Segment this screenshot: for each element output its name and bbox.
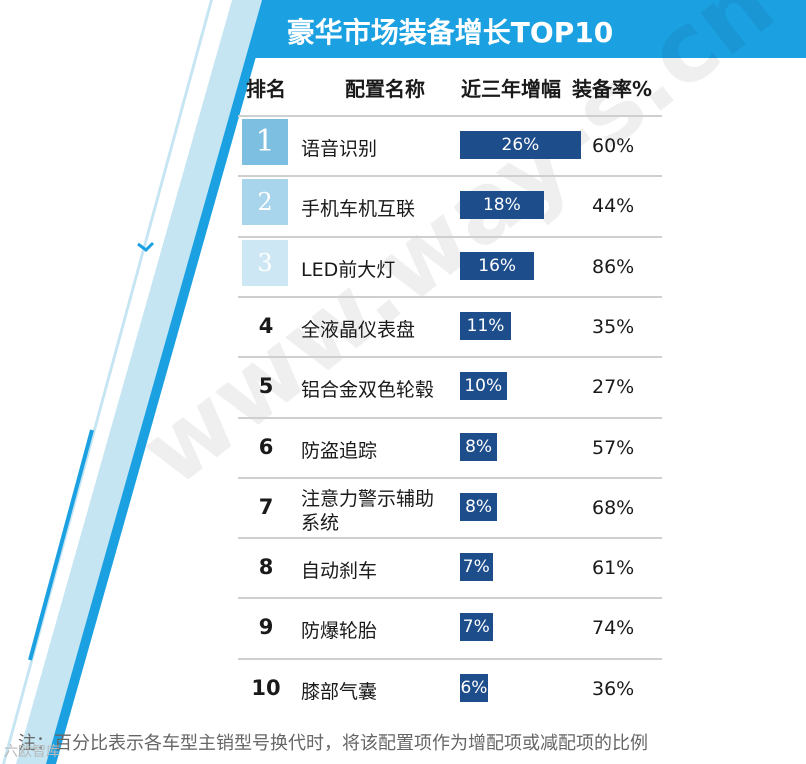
config-name-cell: 全液晶仪表盘 <box>301 318 416 341</box>
logo-text: 六欧智库 <box>4 744 60 760</box>
rank-cell: 3 <box>242 239 288 286</box>
growth-bar-label: 7% <box>462 557 490 578</box>
equipment-rate-cell: 44% <box>592 195 635 218</box>
row-separator <box>238 356 662 359</box>
rank-cell: 7 <box>258 494 274 519</box>
rank-cell: 8 <box>258 555 274 580</box>
row-separator <box>238 537 662 540</box>
growth-bar <box>460 673 488 702</box>
growth-bar <box>460 613 493 642</box>
equipment-rate-cell: 27% <box>592 376 635 399</box>
growth-bar <box>460 492 498 521</box>
rank-cell: 4 <box>258 313 274 338</box>
light-diagonal-band <box>16 0 262 764</box>
growth-bar-label: 26% <box>501 135 540 155</box>
growth-bar-label: 8% <box>465 436 493 457</box>
config-name-cell: 注意力警示辅助 系统 <box>301 487 435 534</box>
header-rate: 装备率% <box>572 77 653 101</box>
growth-bar-label: 8% <box>465 496 493 517</box>
equipment-rate-cell: 57% <box>592 436 635 459</box>
config-name-cell: 语音识别 <box>301 138 378 160</box>
chart-title: 豪华市场装备增长TOP10 <box>286 16 614 49</box>
growth-bar <box>460 372 507 401</box>
config-name-cell: 铝合金双色轮毂 <box>301 379 435 402</box>
footnote: 注：百分比表示各车型主销型号换代时，将该配置项作为增配项或减配项的比例 <box>18 733 648 754</box>
config-name-cell: 防爆轮胎 <box>301 620 378 643</box>
growth-bar <box>460 191 544 220</box>
rank-cell: 10 <box>251 675 281 700</box>
equipment-rate-cell: 68% <box>592 496 635 519</box>
header-name: 配置名称 <box>345 77 425 101</box>
equipment-rate-cell: 35% <box>592 315 635 338</box>
title-banner <box>250 0 806 58</box>
config-name-cell: LED前大灯 <box>301 258 396 281</box>
row-separator <box>238 657 662 660</box>
row-separator <box>238 235 662 238</box>
growth-bar-label: 11% <box>466 315 505 336</box>
equipment-rate-cell: 86% <box>592 255 635 278</box>
growth-bar-label: 18% <box>482 195 521 216</box>
rank-cell: 1 <box>242 119 288 165</box>
accent-diagonal-line <box>28 429 94 661</box>
row-separator <box>238 416 662 419</box>
growth-bar-label: 10% <box>464 376 503 397</box>
growth-bar <box>460 251 535 280</box>
row-separator <box>238 295 662 298</box>
blue-diagonal-stripe <box>46 0 272 764</box>
rank-cell: 2 <box>242 179 288 226</box>
growth-bar <box>460 131 581 159</box>
config-name-cell: 防盗追踪 <box>301 439 378 462</box>
growth-bar-label: 7% <box>462 617 490 638</box>
row-separator <box>238 115 662 117</box>
row-separator <box>238 597 662 600</box>
growth-bar-label: 16% <box>478 255 517 276</box>
growth-bar <box>460 553 493 582</box>
equipment-rate-cell: 36% <box>592 677 635 700</box>
equipment-rate-cell: 60% <box>592 135 635 157</box>
title-banner-tail <box>760 0 806 58</box>
rank-cell: 9 <box>258 615 274 640</box>
chevron-mark-icon <box>137 241 155 252</box>
config-name-cell: 自动刹车 <box>301 560 378 583</box>
equipment-rate-cell: 74% <box>592 617 635 640</box>
header-rank: 排名 <box>246 77 286 101</box>
header-growth: 近三年增幅 <box>461 77 561 101</box>
config-name-cell: 膝部气囊 <box>301 680 378 703</box>
growth-bar-label: 6% <box>460 677 488 698</box>
growth-bar <box>460 432 498 461</box>
growth-bar <box>460 311 512 340</box>
row-separator <box>238 175 662 178</box>
equipment-rate-cell: 61% <box>592 557 635 580</box>
row-separator <box>238 476 662 479</box>
rank-cell: 5 <box>258 374 274 399</box>
config-name-cell: 手机车机互联 <box>301 198 416 221</box>
rank-cell: 6 <box>258 434 274 459</box>
